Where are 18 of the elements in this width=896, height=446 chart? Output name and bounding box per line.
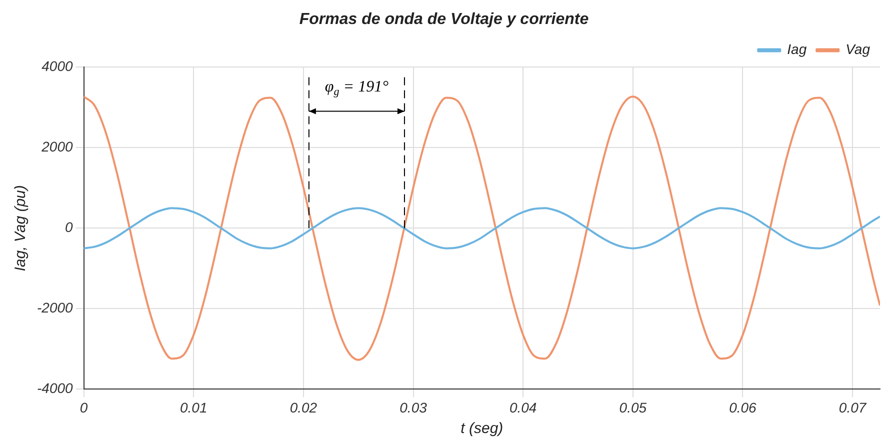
x-tick-label: 0.07 bbox=[838, 399, 868, 416]
y-axis-title: Iag, Vag (pu) bbox=[12, 185, 30, 272]
y-tick-label: -4000 bbox=[36, 380, 74, 396]
x-tick-label: 0.03 bbox=[400, 399, 428, 416]
x-tick-label: 0.01 bbox=[180, 399, 208, 416]
legend-label: Vag bbox=[846, 41, 870, 58]
x-tick-label: 0.06 bbox=[729, 399, 757, 416]
y-tick-label: -2000 bbox=[36, 300, 74, 316]
y-tick-label: 4000 bbox=[42, 58, 74, 74]
x-tick-label: 0.05 bbox=[619, 399, 647, 416]
x-tick-label: 0.02 bbox=[290, 399, 318, 416]
chart-title: Formas de onda de Voltaje y corriente bbox=[299, 11, 589, 28]
y-tick-label: 0 bbox=[65, 219, 74, 236]
y-tick-label: 2000 bbox=[40, 138, 74, 155]
x-tick-label: 0 bbox=[80, 399, 88, 416]
x-axis-title: t (seg) bbox=[460, 420, 504, 438]
x-tick-label: 0.04 bbox=[509, 399, 537, 416]
legend-label: Iag bbox=[787, 41, 807, 58]
